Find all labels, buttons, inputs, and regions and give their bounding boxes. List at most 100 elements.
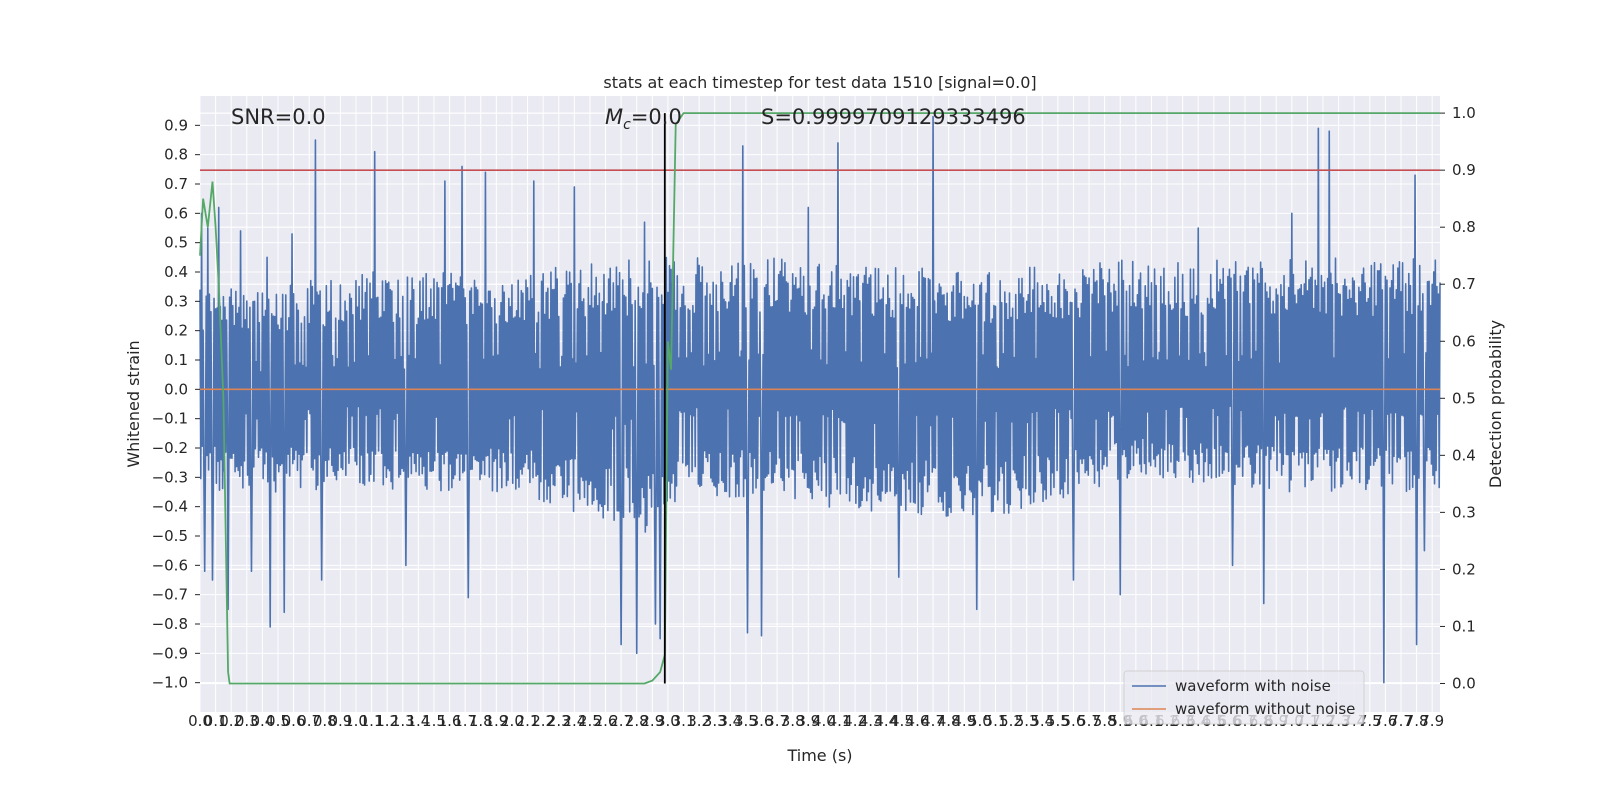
x-tick-label: 3.6	[750, 712, 774, 730]
x-axis-ticks: 0.00.10.20.30.40.50.60.70.80.91.01.11.21…	[188, 712, 1444, 730]
x-tick-label: 1.7	[453, 712, 477, 730]
legend: waveform with noise waveform without noi…	[1123, 670, 1365, 725]
chirp-mass-subscript: c	[623, 117, 631, 133]
x-tick-label: 5.8	[1093, 712, 1117, 730]
series-waveform-with-noise	[199, 115, 1441, 684]
x-tick-label: 2.8	[625, 712, 649, 730]
snr-annotation: SNR=0.0	[231, 105, 326, 129]
x-tick-label: 4.0	[812, 712, 836, 730]
x-tick-label: 0.7	[297, 712, 321, 730]
y-tick-label: −0.7	[152, 586, 188, 604]
x-tick-label: 4.9	[952, 712, 976, 730]
y2-tick-label: 0.4	[1452, 446, 1476, 464]
x-tick-label: 2.0	[500, 712, 524, 730]
y2-tick-label: 0.6	[1452, 332, 1476, 350]
y-tick-label: 0.8	[164, 146, 188, 164]
y-tick-label: 0.7	[164, 175, 188, 193]
x-tick-label: 3.1	[672, 712, 696, 730]
x-tick-label: 2.2	[531, 712, 555, 730]
legend-label-noise: waveform with noise	[1175, 677, 1331, 695]
x-axis-label: Time (s)	[786, 746, 852, 765]
y-tick-label: 0.3	[164, 292, 188, 310]
x-tick-label: 0.5	[266, 712, 290, 730]
x-tick-label: 4.2	[843, 712, 867, 730]
x-tick-label: 4.3	[859, 712, 883, 730]
y-tick-label: 0.4	[164, 263, 188, 281]
x-tick-label: 2.9	[640, 712, 664, 730]
chirp-mass-value: =0.0	[631, 105, 682, 129]
y2-tick-label: 0.2	[1452, 560, 1476, 578]
x-tick-label: 1.4	[406, 712, 430, 730]
x-tick-label: 1.6	[438, 712, 462, 730]
y-tick-label: −0.3	[152, 468, 188, 486]
x-tick-label: 0.6	[282, 712, 306, 730]
y-tick-label: 0.6	[164, 204, 188, 222]
x-tick-label: 1.9	[484, 712, 508, 730]
y2-tick-label: 0.9	[1452, 161, 1476, 179]
y-tick-label: 0.0	[164, 380, 188, 398]
x-tick-label: 1.0	[344, 712, 368, 730]
y-tick-label: 0.5	[164, 234, 188, 252]
y2-axis-label: Detection probability	[1486, 320, 1505, 488]
x-tick-label: 3.0	[656, 712, 680, 730]
x-tick-label: 5.3	[1015, 712, 1039, 730]
x-tick-label: 7.6	[1373, 712, 1397, 730]
x-tick-label: 1.5	[422, 712, 446, 730]
score-annotation: S=0.9999709129333496	[761, 105, 1026, 129]
x-tick-label: 1.2	[375, 712, 399, 730]
y-tick-label: −0.1	[152, 410, 188, 428]
x-tick-label: 0.1	[204, 712, 228, 730]
chart-title: stats at each timestep for test data 151…	[603, 73, 1036, 92]
x-tick-label: 0.2	[219, 712, 243, 730]
y-tick-label: −1.0	[152, 674, 188, 692]
x-tick-label: 1.1	[360, 712, 384, 730]
y2-tick-label: 0.5	[1452, 389, 1476, 407]
x-tick-label: 3.4	[718, 712, 742, 730]
y2-tick-label: 0.8	[1452, 218, 1476, 236]
x-tick-label: 5.2	[999, 712, 1023, 730]
y2-tick-label: 0.7	[1452, 275, 1476, 293]
x-tick-label: 4.6	[906, 712, 930, 730]
x-tick-label: 5.5	[1046, 712, 1070, 730]
y2-tick-label: 0.0	[1452, 674, 1476, 692]
x-tick-label: 4.8	[937, 712, 961, 730]
chirp-mass-symbol: M	[605, 105, 623, 129]
x-tick-label: 0.0	[188, 712, 212, 730]
y-axis-label: Whitened strain	[124, 340, 143, 467]
x-tick-label: 7.7	[1389, 712, 1413, 730]
y-axis-ticks: 0.9 0.8 0.7 0.6 0.5 0.4 0.3 0.2 0.1 0.0 −0.1 −0.2 −0…	[152, 116, 200, 692]
x-tick-label: 7.8	[1405, 712, 1429, 730]
x-tick-label: 0.4	[250, 712, 274, 730]
y-tick-label: 0.9	[164, 116, 188, 134]
y-tick-label: −0.8	[152, 615, 188, 633]
chirp-mass-annotation: Mc=0.0	[605, 105, 682, 133]
x-tick-label: 2.5	[578, 712, 602, 730]
x-tick-label: 0.9	[328, 712, 352, 730]
y-tick-label: −0.2	[152, 439, 188, 457]
x-tick-label: 3.2	[687, 712, 711, 730]
x-tick-label: 7.9	[1420, 712, 1444, 730]
waveform-with-noise-line	[199, 115, 1441, 684]
x-tick-label: 3.9	[796, 712, 820, 730]
y2-tick-label: 0.1	[1452, 617, 1476, 635]
x-tick-label: 5.7	[1077, 712, 1101, 730]
y-tick-label: −0.4	[152, 498, 188, 516]
x-tick-label: 3.5	[734, 712, 758, 730]
x-tick-label: 2.3	[547, 712, 571, 730]
x-tick-label: 0.8	[313, 712, 337, 730]
y-tick-label: 0.2	[164, 322, 188, 340]
x-tick-label: 3.8	[781, 712, 805, 730]
y-tick-label: −0.9	[152, 644, 188, 662]
x-tick-label: 2.6	[594, 712, 618, 730]
x-tick-label: 0.3	[235, 712, 259, 730]
x-tick-label: 2.1	[516, 712, 540, 730]
x-tick-label: 5.1	[984, 712, 1008, 730]
x-tick-label: 4.1	[828, 712, 852, 730]
x-tick-label: 2.4	[562, 712, 586, 730]
x-tick-label: 3.7	[765, 712, 789, 730]
x-tick-label: 1.3	[391, 712, 415, 730]
y2-tick-label: 0.3	[1452, 503, 1476, 521]
y-tick-label: 0.1	[164, 351, 188, 369]
y-tick-label: −0.5	[152, 527, 188, 545]
y-tick-label: −0.6	[152, 556, 188, 574]
